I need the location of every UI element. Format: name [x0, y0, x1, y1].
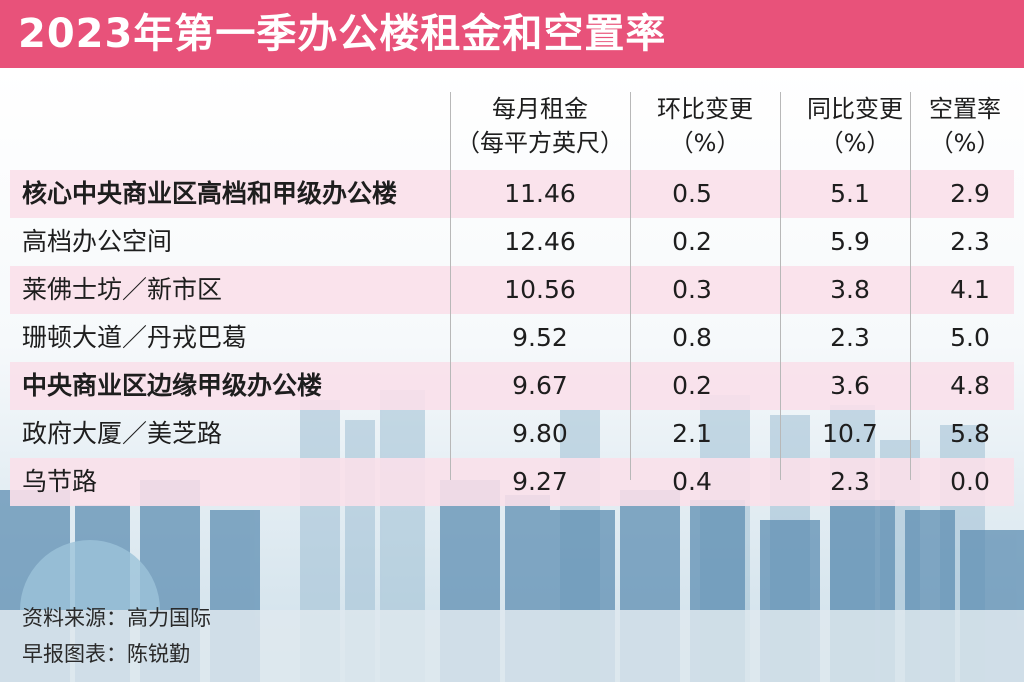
- vacancy-rate-value: 2.3: [950, 227, 990, 256]
- vacancy-rate-value: 4.8: [950, 371, 990, 400]
- vacancy-rate-value: 5.8: [950, 419, 990, 448]
- city-skyline-illustration: [0, 390, 1024, 682]
- header-monthly-rent-line1: 每月租金: [492, 95, 588, 123]
- yoy-change-value: 10.7: [822, 419, 878, 448]
- header-vacancy-rate-line1: 空置率: [929, 95, 1001, 123]
- title-bar: 2023年第一季办公楼租金和空置率: [0, 0, 1024, 68]
- column-divider: [910, 92, 911, 480]
- row-label: 核心中央商业区高档和甲级办公楼: [22, 179, 398, 208]
- table-row: 中央商业区边缘甲级办公楼 9.67 0.2 3.6 4.8: [10, 362, 1014, 410]
- monthly-rent-value: 9.27: [512, 467, 568, 496]
- qoq-change-value: 0.5: [672, 179, 712, 208]
- vacancy-rate-value: 4.1: [950, 275, 990, 304]
- vacancy-rate-value: 5.0: [950, 323, 990, 352]
- header-monthly-rent-line2: （每平方英尺）: [456, 129, 624, 157]
- header-vacancy-rate-line2: （%）: [929, 129, 1001, 157]
- header-yoy-change-line2: （%）: [819, 129, 891, 157]
- monthly-rent-value: 11.46: [504, 179, 576, 208]
- column-divider: [780, 92, 781, 480]
- row-label: 乌节路: [22, 467, 98, 496]
- vacancy-rate-value: 2.9: [950, 179, 990, 208]
- yoy-change-value: 2.3: [830, 323, 870, 352]
- header-yoy-change-line1: 同比变更: [807, 95, 903, 123]
- table-header: 每月租金 （每平方英尺） 环比变更 （%） 同比变更 （%） 空置率 （%）: [10, 88, 1014, 168]
- qoq-change-value: 0.8: [672, 323, 712, 352]
- yoy-change-value: 5.1: [830, 179, 870, 208]
- yoy-change-value: 3.6: [830, 371, 870, 400]
- qoq-change-value: 0.3: [672, 275, 712, 304]
- monthly-rent-value: 9.52: [512, 323, 568, 352]
- table-row: 乌节路 9.27 0.4 2.3 0.0: [10, 458, 1014, 506]
- yoy-change-value: 5.9: [830, 227, 870, 256]
- row-label: 珊顿大道／丹戎巴葛: [22, 323, 248, 352]
- table-row: 政府大厦／美芝路 9.80 2.1 10.7 5.8: [10, 410, 1014, 458]
- header-monthly-rent: 每月租金 （每平方英尺）: [450, 92, 630, 160]
- qoq-change-value: 2.1: [672, 419, 712, 448]
- header-qoq-change: 环比变更 （%）: [630, 92, 780, 160]
- header-qoq-change-line2: （%）: [669, 129, 741, 157]
- header-qoq-change-line1: 环比变更: [657, 95, 753, 123]
- table-row: 莱佛士坊／新市区 10.56 0.3 3.8 4.1: [10, 266, 1014, 314]
- qoq-change-value: 0.2: [672, 371, 712, 400]
- header-yoy-change: 同比变更 （%）: [780, 92, 930, 160]
- row-label: 政府大厦／美芝路: [22, 419, 223, 448]
- qoq-change-value: 0.4: [672, 467, 712, 496]
- monthly-rent-value: 9.80: [512, 419, 568, 448]
- monthly-rent-value: 10.56: [504, 275, 576, 304]
- yoy-change-value: 2.3: [830, 467, 870, 496]
- table-row: 核心中央商业区高档和甲级办公楼 11.46 0.5 5.1 2.9: [10, 170, 1014, 218]
- column-divider: [450, 92, 451, 480]
- vacancy-rate-value: 0.0: [950, 467, 990, 496]
- monthly-rent-value: 9.67: [512, 371, 568, 400]
- source-note: 资料来源：高力国际: [22, 606, 211, 630]
- row-label: 高档办公空间: [22, 227, 173, 256]
- row-label: 中央商业区边缘甲级办公楼: [22, 371, 323, 400]
- chart-title: 2023年第一季办公楼租金和空置率: [18, 11, 667, 57]
- header-vacancy-rate: 空置率 （%）: [910, 92, 1020, 160]
- table-row: 珊顿大道／丹戎巴葛 9.52 0.8 2.3 5.0: [10, 314, 1014, 362]
- credit-note: 早报图表：陈锐勤: [22, 642, 190, 666]
- table-row: 高档办公空间 12.46 0.2 5.9 2.3: [10, 218, 1014, 266]
- monthly-rent-value: 12.46: [504, 227, 576, 256]
- qoq-change-value: 0.2: [672, 227, 712, 256]
- column-divider: [630, 92, 631, 480]
- yoy-change-value: 3.8: [830, 275, 870, 304]
- row-label: 莱佛士坊／新市区: [22, 275, 223, 304]
